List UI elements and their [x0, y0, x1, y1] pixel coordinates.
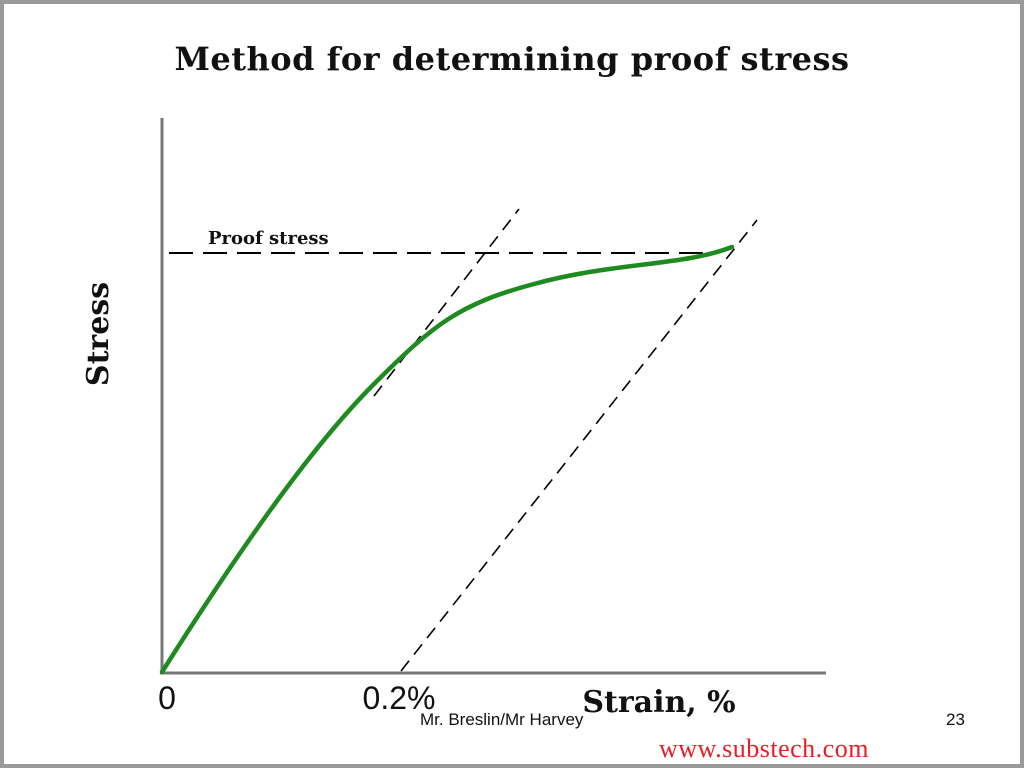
origin-label: 0: [158, 680, 176, 716]
y-axis-label: Stress: [81, 282, 116, 386]
footer-page-number: 23: [946, 710, 965, 729]
x-axis-label: Strain, %: [582, 685, 735, 720]
elastic-tangent-line: [373, 208, 520, 397]
slide-title: Method for determining proof stress: [174, 40, 850, 78]
watermark: www.substech.com: [659, 734, 869, 763]
proof-stress-label: Proof stress: [208, 228, 329, 249]
offset-label: 0.2%: [363, 680, 436, 716]
proof-stress-diagram: Proof stress Stress 0 0.2% Strain, %: [81, 118, 826, 720]
footer-author: Mr. Breslin/Mr Harvey: [420, 710, 584, 729]
offset-line: [400, 219, 758, 672]
stress-strain-curve: [159, 244, 735, 675]
